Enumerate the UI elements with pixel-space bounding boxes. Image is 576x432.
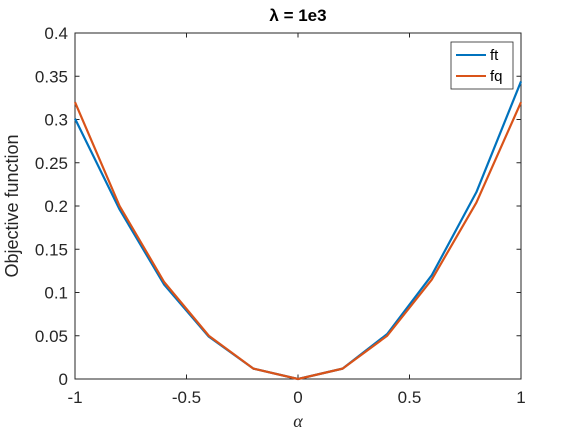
legend-label-fq: fq (490, 68, 503, 85)
x-tick-label: -1 (67, 388, 82, 407)
x-tick-label: 0 (293, 388, 302, 407)
x-tick-label: 0.5 (398, 388, 422, 407)
y-axis-label: Objective function (2, 134, 22, 277)
axis-ticks: -1 -0.5 0 0.5 1 0 0.05 0.1 0.15 0.2 0.25 0.3 0.35 0.4 (35, 24, 526, 407)
y-tick-label: 0.2 (44, 197, 68, 216)
legend: ft fq (450, 41, 514, 90)
y-tick-label: 0.4 (44, 24, 68, 43)
y-tick-label: 0.15 (35, 240, 68, 259)
y-tick-label: 0.35 (35, 67, 68, 86)
series-line-fq (73, 101, 523, 381)
x-tick-label: -0.5 (172, 388, 201, 407)
y-tick-label: 0.25 (35, 154, 68, 173)
x-tick-label: 1 (516, 388, 525, 407)
legend-box (450, 41, 514, 90)
y-tick-label: 0.3 (44, 111, 68, 130)
legend-label-ft: ft (490, 47, 499, 64)
chart-title: λ = 1e3 (269, 6, 326, 25)
x-axis-label: α (293, 411, 303, 431)
y-tick-label: 0.05 (35, 327, 68, 346)
series-layer (73, 81, 523, 381)
y-tick-label: 0.1 (44, 284, 68, 303)
plot-area (74, 32, 522, 380)
axes-box (74, 32, 522, 380)
y-tick-label: 0 (59, 370, 68, 389)
